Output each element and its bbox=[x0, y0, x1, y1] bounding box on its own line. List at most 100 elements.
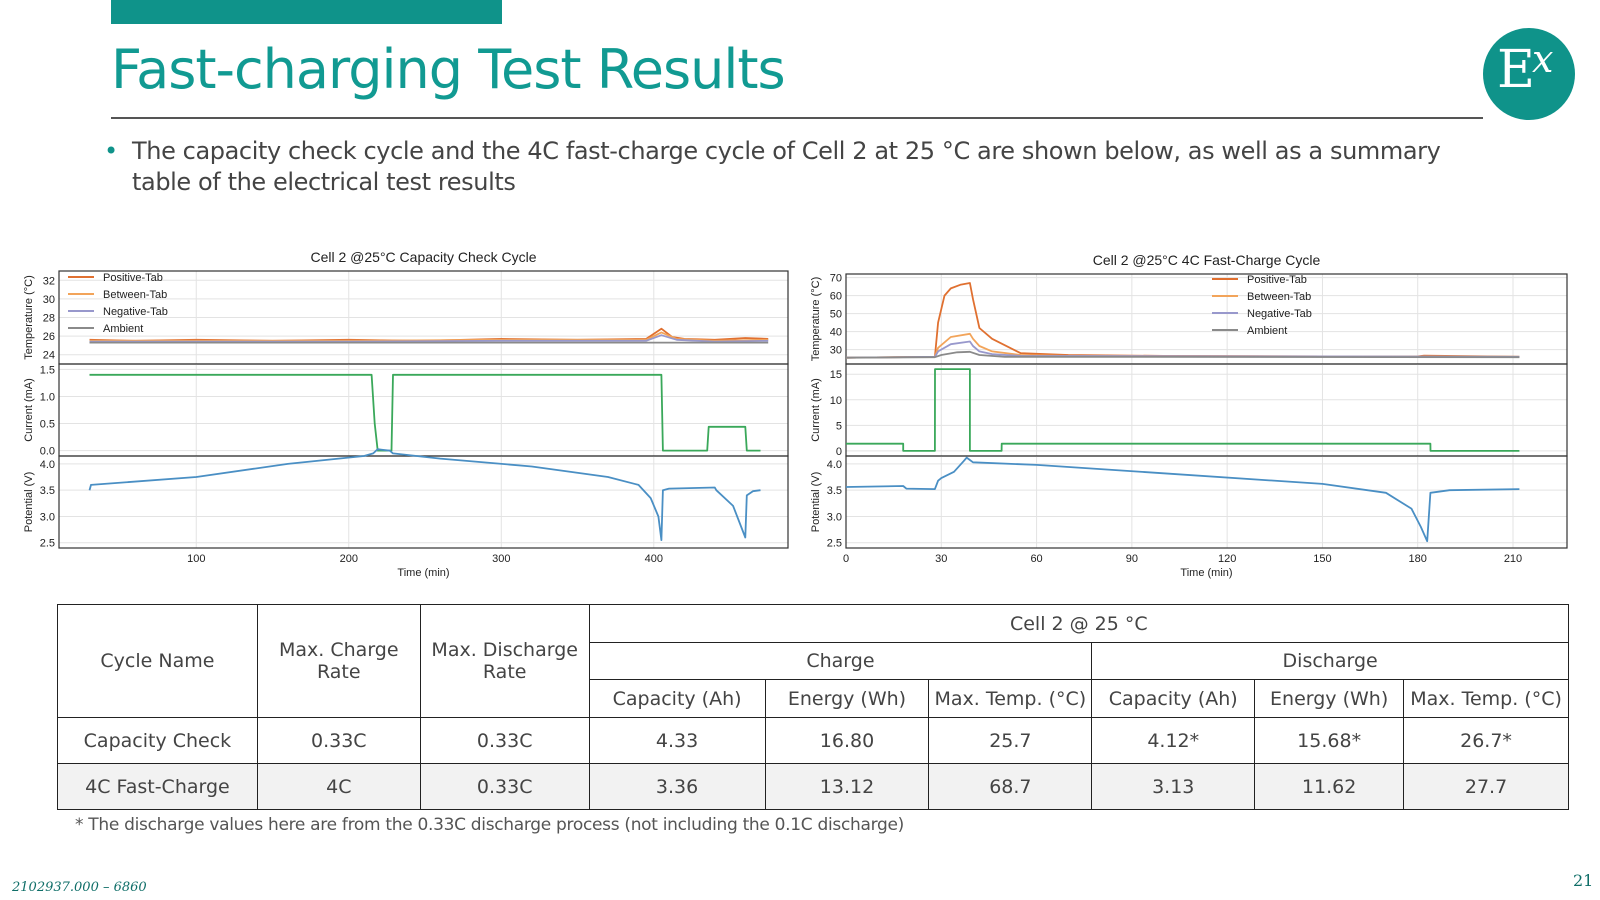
x-tick-label: 200 bbox=[340, 553, 358, 565]
footnote: * The discharge values here are from the… bbox=[75, 815, 904, 835]
table-cell: 3.36 bbox=[588, 763, 766, 810]
header-charge-capacity: Capacity (Ah) bbox=[588, 679, 766, 718]
fast-charge-chart: 30 40 50 60 70 Temperature (°C) 0 5 10 15 Current … bbox=[810, 252, 1568, 579]
bullet-item: • The capacity check cycle and the 4C fa… bbox=[104, 136, 1484, 198]
table-row: 4C Fast-Charge 4C 0.33C 3.36 13.12 68.7 … bbox=[57, 763, 1569, 810]
chart-title: Cell 2 @25°C Capacity Check Cycle bbox=[310, 249, 536, 265]
legend-label: Positive-Tab bbox=[103, 272, 163, 284]
company-logo: E x bbox=[1483, 28, 1575, 120]
header-group: Cell 2 @ 25 °C bbox=[588, 604, 1570, 643]
table-cell: 4.12* bbox=[1091, 717, 1256, 764]
y-tick-label: 4.0 bbox=[827, 459, 842, 471]
panel-frame bbox=[845, 363, 1568, 457]
x-tick-label: 0 bbox=[843, 553, 849, 565]
table-cell: 0.33C bbox=[256, 717, 421, 764]
y-tick-label: 3.0 bbox=[827, 511, 842, 523]
x-tick-label: 30 bbox=[935, 553, 947, 565]
y-tick-label: 40 bbox=[830, 327, 842, 339]
capacity-check-chart: 24 26 28 30 32 Temperature (°C) 0.0 0.5 1.0 1.5 Cu… bbox=[23, 249, 789, 579]
x-tick-label: 60 bbox=[1030, 553, 1042, 565]
x-axis-label: Time (min) bbox=[397, 567, 449, 579]
y-tick-label: 3.0 bbox=[40, 511, 55, 523]
bullet-text: The capacity check cycle and the 4C fast… bbox=[132, 137, 1441, 196]
table-cell: 3.13 bbox=[1091, 763, 1256, 810]
table-row: Capacity Check 0.33C 0.33C 4.33 16.80 25… bbox=[57, 717, 1569, 764]
series-line-potential bbox=[845, 456, 1520, 543]
series-line-current bbox=[89, 373, 761, 452]
y-tick-label: 0.5 bbox=[40, 419, 55, 431]
header-max-charge-rate: Max. Charge Rate bbox=[256, 604, 421, 718]
table-cell: 26.7* bbox=[1403, 717, 1569, 764]
table-cell: 0.33C bbox=[419, 717, 590, 764]
bullet-dot-icon: • bbox=[104, 137, 118, 165]
legend-label: Ambient bbox=[103, 323, 143, 335]
x-tick-label: 90 bbox=[1126, 553, 1138, 565]
chart-title: Cell 2 @25°C 4C Fast-Charge Cycle bbox=[1093, 252, 1321, 268]
table-cell: Capacity Check bbox=[57, 717, 258, 764]
y-tick-label: 10 bbox=[830, 395, 842, 407]
legend-label: Negative-Tab bbox=[1247, 308, 1312, 320]
y-tick-label: 5 bbox=[836, 420, 842, 432]
table-cell: 68.7 bbox=[928, 763, 1093, 810]
table-cell: 4C bbox=[256, 763, 421, 810]
y-tick-label: 26 bbox=[43, 331, 55, 343]
table-cell: 4C Fast-Charge bbox=[57, 763, 258, 810]
y-tick-label: 60 bbox=[830, 291, 842, 303]
y-tick-label: 3.5 bbox=[827, 485, 842, 497]
page-number: 21 bbox=[1573, 871, 1594, 890]
table-cell: 16.80 bbox=[764, 717, 930, 764]
bullet-list: • The capacity check cycle and the 4C fa… bbox=[104, 136, 1484, 198]
x-axis-label: Time (min) bbox=[1180, 567, 1232, 579]
y-tick-label: 2.5 bbox=[40, 538, 55, 550]
legend-label: Between-Tab bbox=[1247, 291, 1311, 303]
logo-superscript: x bbox=[1532, 37, 1554, 81]
y-tick-label: 32 bbox=[43, 275, 55, 287]
table-cell: 13.12 bbox=[764, 763, 930, 810]
y-tick-label: 30 bbox=[830, 345, 842, 357]
y-tick-label: 0 bbox=[836, 446, 842, 458]
title-divider bbox=[111, 117, 1483, 119]
table-cell: 11.62 bbox=[1254, 763, 1405, 810]
legend-label: Between-Tab bbox=[103, 289, 167, 301]
y-axis-label: Temperature (°C) bbox=[23, 275, 35, 359]
panel-frame bbox=[845, 455, 1568, 549]
x-tick-label: 100 bbox=[187, 553, 205, 565]
series-line-potential bbox=[88, 448, 761, 541]
y-tick-label: 1.0 bbox=[40, 391, 55, 403]
x-tick-label: 400 bbox=[645, 553, 663, 565]
x-tick-label: 210 bbox=[1504, 553, 1522, 565]
y-tick-label: 2.5 bbox=[827, 538, 842, 550]
table-cell: 0.33C bbox=[419, 763, 590, 810]
y-tick-label: 1.5 bbox=[40, 364, 55, 376]
series-line-current bbox=[846, 368, 1520, 452]
header-discharge: Discharge bbox=[1091, 642, 1569, 680]
x-tick-label: 150 bbox=[1313, 553, 1331, 565]
header-cycle-name: Cycle Name bbox=[57, 604, 258, 718]
legend-label: Positive-Tab bbox=[1247, 274, 1307, 286]
series-line-ambient bbox=[845, 350, 1520, 359]
x-tick-label: 180 bbox=[1409, 553, 1427, 565]
y-tick-label: 4.0 bbox=[40, 459, 55, 471]
y-axis-label: Potential (V) bbox=[810, 472, 822, 533]
header-discharge-max-temp: Max. Temp. (°C) bbox=[1403, 679, 1569, 718]
y-tick-label: 28 bbox=[43, 313, 55, 325]
header-discharge-energy: Energy (Wh) bbox=[1254, 679, 1405, 718]
table-cell: 4.33 bbox=[588, 717, 766, 764]
table-cell: 25.7 bbox=[928, 717, 1093, 764]
legend-label: Negative-Tab bbox=[103, 306, 168, 318]
legend-label: Ambient bbox=[1247, 325, 1287, 337]
slide-title: Fast-charging Test Results bbox=[111, 38, 786, 101]
y-tick-label: 3.5 bbox=[40, 485, 55, 497]
logo-letter: E bbox=[1497, 40, 1535, 100]
document-id: 2102937.000 – 6860 bbox=[12, 880, 147, 895]
x-tick-label: 300 bbox=[492, 553, 510, 565]
y-tick-label: 30 bbox=[43, 294, 55, 306]
y-tick-label: 0.0 bbox=[40, 446, 55, 458]
y-axis-label: Current (mA) bbox=[23, 378, 35, 442]
header-charge: Charge bbox=[588, 642, 1093, 680]
y-tick-label: 15 bbox=[830, 369, 842, 381]
results-table: Cycle Name Max. Charge Rate Max. Dischar… bbox=[57, 604, 1570, 810]
series-line-negative-tab bbox=[845, 340, 1520, 359]
header-max-discharge-rate: Max. Discharge Rate bbox=[419, 604, 590, 718]
title-accent-bar bbox=[111, 0, 502, 24]
